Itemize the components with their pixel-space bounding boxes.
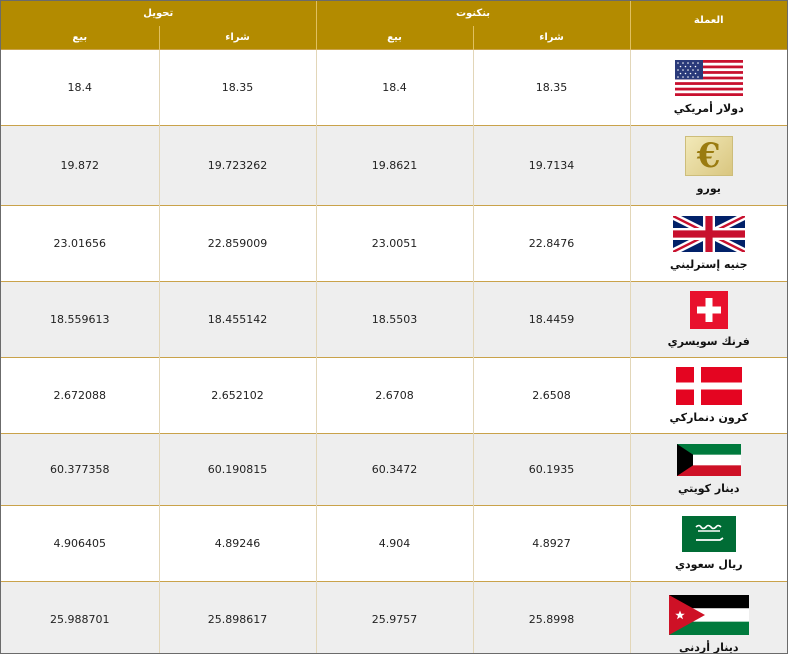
currency-name: دينار أردني: [678, 640, 739, 654]
table-row: 23.01656 22.859009 23.0051 22.8476 جنيه …: [1, 204, 787, 281]
saudi-flag-icon: [681, 515, 736, 552]
table-row: 2.672088 2.652102 2.6708 2.6508 كرون دنم…: [1, 356, 787, 433]
currency-cell: دينار أردني: [630, 580, 787, 654]
transfer-buy-cell: 18.35: [159, 48, 317, 125]
transfer-sell-cell: 25.988701: [1, 580, 160, 653]
currency-cell: € يورو: [630, 124, 787, 205]
currency-cell: فرنك سويسري: [630, 280, 787, 357]
currency-name: يورو: [696, 181, 721, 195]
banknotes-sell-cell: 23.0051: [316, 204, 474, 281]
currency-cell: كرون دنماركي: [630, 356, 787, 433]
banknotes-sell-cell: 2.6708: [316, 356, 474, 433]
uk-flag-icon: [672, 215, 745, 252]
transfer-sell-cell: 4.906405: [1, 504, 160, 581]
banknotes-buy-cell: 18.4459: [473, 280, 631, 357]
transfer-buy-cell: 18.455142: [159, 280, 317, 357]
transfer-buy-cell: 22.859009: [159, 204, 317, 281]
banknotes-sell-cell: 25.9757: [316, 580, 474, 653]
transfer-sell-header: بيع: [1, 26, 160, 49]
currency-cell: دينار كويتي: [630, 432, 787, 505]
transfer-sell-cell: 19.872: [1, 124, 160, 205]
table-row: 25.988701 25.898617 25.9757 25.8998 دينا…: [1, 580, 787, 654]
currency-name: فرنك سويسري: [667, 334, 750, 348]
kuwait-flag-icon: [676, 443, 741, 476]
transfer-buy-header: شراء: [159, 26, 317, 49]
banknotes-buy-cell: 22.8476: [473, 204, 631, 281]
currency-name: ريال سعودي: [674, 557, 743, 571]
banknotes-buy-cell: 19.7134: [473, 124, 631, 205]
banknotes-buy-cell: 25.8998: [473, 580, 631, 653]
table-row: 60.377358 60.190815 60.3472 60.1935 دينا…: [1, 432, 787, 505]
denmark-flag-icon: [675, 366, 742, 405]
banknotes-buy-cell: 18.35: [473, 48, 631, 125]
banknotes-sell-cell: 18.4: [316, 48, 474, 125]
transfer-sell-cell: 60.377358: [1, 432, 160, 505]
euro-icon: €: [684, 135, 733, 176]
banknotes-buy-cell: 4.8927: [473, 504, 631, 581]
currency-column-header: العملة: [629, 1, 787, 49]
transfer-sell-cell: 23.01656: [1, 204, 160, 281]
transfer-sell-cell: 18.559613: [1, 280, 160, 357]
banknotes-buy-cell: 60.1935: [473, 432, 631, 505]
transfer-buy-cell: 60.190815: [159, 432, 317, 505]
banknotes-sell-cell: 4.904: [316, 504, 474, 581]
banknotes-sell-cell: 60.3472: [316, 432, 474, 505]
transfer-sell-cell: 2.672088: [1, 356, 160, 433]
transfer-sell-cell: 18.4: [1, 48, 160, 125]
currency-cell: دولار أمريكي: [630, 48, 787, 125]
transfer-buy-cell: 2.652102: [159, 356, 317, 433]
table-row: 4.906405 4.89246 4.904 4.8927 ريال سعودي: [1, 504, 787, 581]
currency-cell: جنيه إسترليني: [630, 204, 787, 281]
currency-cell: ريال سعودي: [630, 504, 787, 581]
switzerland-flag-icon: [689, 290, 728, 329]
table-row: 18.559613 18.455142 18.5503 18.4459 فرنك…: [1, 280, 787, 357]
transfer-buy-cell: 19.723262: [159, 124, 317, 205]
currency-name: جنيه إسترليني: [669, 257, 748, 271]
banknotes-buy-cell: 2.6508: [473, 356, 631, 433]
currency-name: دولار أمريكي: [673, 101, 744, 115]
transfer-buy-cell: 4.89246: [159, 504, 317, 581]
banknotes-group-header: بنكنوت: [315, 1, 631, 26]
banknotes-sell-header: بيع: [316, 26, 474, 49]
banknotes-sell-cell: 19.8621: [316, 124, 474, 205]
transfer-group-header: تحويل: [1, 1, 317, 26]
table-row: 19.872 19.723262 19.8621 19.7134 € يورو: [1, 124, 787, 205]
currency-name: كرون دنماركي: [669, 410, 748, 424]
banknotes-buy-header: شراء: [473, 26, 631, 49]
table-row: 18.4 18.35 18.4 18.35: [1, 48, 787, 125]
jordan-flag-icon: [668, 594, 749, 635]
transfer-buy-cell: 25.898617: [159, 580, 317, 653]
usa-flag-icon: [674, 59, 743, 96]
currency-name: دينار كويتي: [677, 481, 740, 495]
banknotes-sell-cell: 18.5503: [316, 280, 474, 357]
